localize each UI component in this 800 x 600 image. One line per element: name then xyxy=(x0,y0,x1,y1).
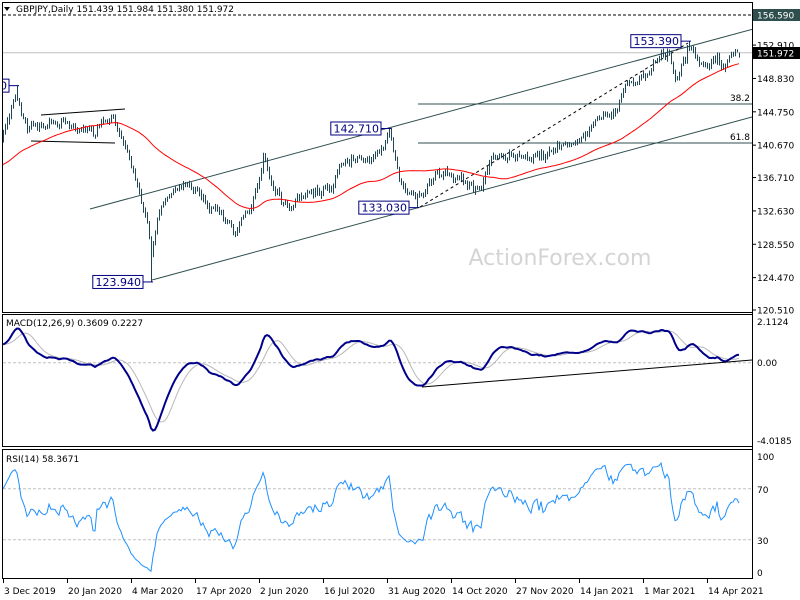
current-price-label: 151.972 xyxy=(757,50,794,60)
date-label: 16 Jul 2020 xyxy=(324,587,375,597)
price-axis: 152.910 148.830 144.750 140.670 136.710 132.6… xyxy=(752,42,794,317)
rsi-tick: 100 xyxy=(757,453,774,463)
price-bars xyxy=(3,41,740,282)
rsi-tick: 0 xyxy=(757,569,763,579)
date-label: 3 Dec 2019 xyxy=(4,587,56,597)
annotation-label: 123.940 xyxy=(96,276,142,289)
macd-plot xyxy=(3,327,752,432)
channel-upper-line[interactable] xyxy=(89,28,752,210)
fib-38-label: 38.2 xyxy=(730,94,750,104)
date-label: 14 Apr 2021 xyxy=(708,587,764,597)
triangle-down-icon[interactable] xyxy=(4,7,10,11)
price-tick-label: 124.470 xyxy=(757,274,794,284)
macd-tick: 0.00 xyxy=(757,359,777,369)
moving-average-line xyxy=(3,63,740,209)
rsi-plot xyxy=(3,461,752,573)
price-tick-label: 132.630 xyxy=(757,207,794,217)
macd-main-line xyxy=(3,327,740,432)
rsi-tick: 70 xyxy=(757,486,769,496)
high-value: 151.984 xyxy=(117,5,154,15)
low-value: 151.380 xyxy=(157,5,194,15)
annotation-box xyxy=(630,34,682,49)
macd-tick: -4.0185 xyxy=(757,437,792,447)
price-tick-label: 152.910 xyxy=(757,42,794,52)
timeframe: Daily xyxy=(51,5,74,15)
annotation-label: 133.030 xyxy=(362,202,408,215)
macd-panel xyxy=(2,314,753,447)
annotation-box xyxy=(92,274,144,289)
open-value: 151.439 xyxy=(77,5,114,15)
date-label: 27 Nov 2020 xyxy=(516,587,574,597)
price-tick-label: 120.510 xyxy=(757,307,794,317)
macd-trendline[interactable] xyxy=(421,359,752,388)
chart-header: GBPJPY,Daily 151.439 151.984 151.380 151… xyxy=(16,5,234,15)
price-tick-label: 148.830 xyxy=(757,75,794,85)
annotation-box xyxy=(330,121,382,136)
price-tick-label: 144.750 xyxy=(757,108,794,118)
price-tick-label: 128.550 xyxy=(757,241,794,251)
date-label: 31 Aug 2020 xyxy=(388,587,446,597)
rsi-tick: 30 xyxy=(757,537,769,547)
consolidation-lower-line[interactable] xyxy=(30,140,116,144)
resistance-price-box xyxy=(753,9,800,21)
date-label: 14 Oct 2020 xyxy=(452,587,508,597)
date-label: 17 Apr 2020 xyxy=(196,587,252,597)
fib-base-line[interactable] xyxy=(419,42,689,208)
annotation-box xyxy=(358,200,410,215)
date-label: 4 Mar 2020 xyxy=(132,587,184,597)
macd-signal-line xyxy=(3,330,740,423)
price-plot: 38.2 61.8 0 123.940 142.710 133.030 153.390 xyxy=(0,14,752,289)
annotation-label: 0 xyxy=(0,80,7,93)
annotation-box xyxy=(3,78,10,93)
rsi-line xyxy=(3,461,740,573)
annotation-label: 142.710 xyxy=(334,122,380,135)
price-annotations: 0 123.940 142.710 133.030 153.390 xyxy=(0,34,691,289)
date-label: 1 Mar 2021 xyxy=(644,587,695,597)
date-label: 20 Jan 2020 xyxy=(68,587,122,597)
consolidation-upper-line[interactable] xyxy=(40,108,126,116)
channel-lower-line[interactable] xyxy=(151,116,752,281)
price-tick-label: 140.670 xyxy=(757,142,794,152)
close-value: 151.972 xyxy=(197,5,234,15)
date-label: 14 Jan 2021 xyxy=(580,587,634,597)
price-tick-label: 136.710 xyxy=(757,174,794,184)
rsi-label: RSI(14) 58.3671 xyxy=(6,455,79,465)
macd-label: MACD(12,26,9) 0.3609 0.2227 xyxy=(6,319,143,329)
resistance-price-label: 156.590 xyxy=(757,12,794,22)
watermark: ActionForex.com xyxy=(469,246,652,271)
date-axis: 3 Dec 2019 20 Jan 2020 4 Mar 2020 17 Apr 20… xyxy=(3,579,764,597)
macd-tick: 2.1124 xyxy=(757,318,789,328)
current-price-box xyxy=(753,47,800,59)
symbol: GBPJPY xyxy=(16,5,48,15)
annotation-label: 153.390 xyxy=(634,35,680,48)
date-label: 2 Jun 2020 xyxy=(260,587,309,597)
fib-61-label: 61.8 xyxy=(730,133,750,143)
